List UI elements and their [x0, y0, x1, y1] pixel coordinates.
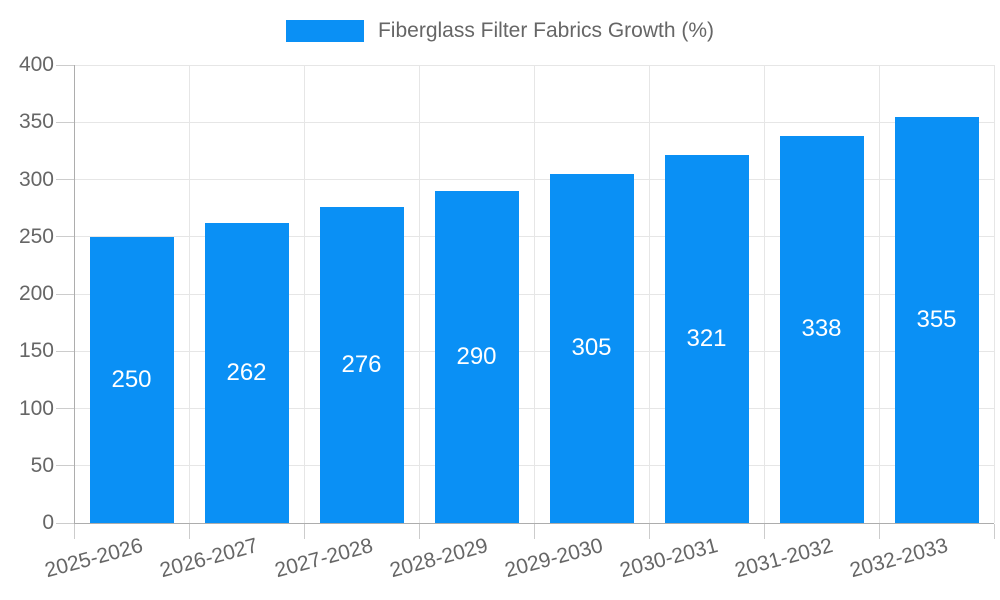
y-axis-tick-label: 300 [18, 167, 54, 191]
bar-value-label: 262 [226, 358, 267, 386]
gridline-vertical [188, 65, 190, 523]
y-axis-tick-label: 200 [18, 282, 54, 305]
y-axis-tick-mark [56, 64, 74, 66]
gridline-vertical [993, 65, 995, 523]
x-axis-tick-label: 2030-2031 [617, 534, 721, 583]
bar-value-label: 338 [801, 315, 842, 343]
x-axis-tick-label: 2026-2027 [157, 534, 261, 583]
x-axis-tick-mark [418, 524, 420, 539]
bar-value-label: 290 [456, 342, 497, 370]
y-axis-tick-mark [56, 465, 74, 467]
x-axis-tick-label: 2029-2030 [502, 534, 606, 583]
bar-2031-2032[interactable]: 338 [779, 135, 864, 523]
x-axis-line [74, 523, 994, 524]
y-axis-line [73, 65, 75, 524]
gridline-vertical [303, 65, 305, 523]
x-axis-tick-mark [73, 524, 75, 539]
x-axis-tick-label: 2032-2033 [847, 534, 951, 583]
bar-value-label: 276 [341, 350, 382, 378]
gridline-vertical [648, 65, 650, 523]
y-axis-tick-mark [56, 179, 74, 180]
legend[interactable]: Fiberglass Filter Fabrics Growth (%) [0, 16, 1000, 46]
y-axis-tick-label: 400 [18, 53, 54, 76]
gridline-vertical [763, 65, 765, 523]
x-axis-tick-mark [303, 524, 305, 539]
y-axis-tick-label: 0 [42, 511, 54, 534]
y-axis-tick-mark [56, 236, 74, 238]
gridline-vertical [418, 65, 420, 523]
gridline-vertical [533, 65, 535, 523]
x-axis-tick-label: 2028-2029 [387, 534, 491, 583]
y-axis-tick-mark [56, 350, 74, 352]
bar-value-label: 321 [686, 325, 727, 353]
y-axis-tick-label: 100 [18, 396, 54, 420]
bar-value-label: 250 [111, 365, 152, 393]
x-axis-tick-mark [648, 524, 650, 539]
x-axis-tick-mark [993, 524, 995, 539]
x-axis-tick-label: 2025-2026 [42, 534, 146, 583]
x-axis-tick-mark [878, 524, 880, 539]
bar-2029-2030[interactable]: 305 [549, 173, 634, 523]
y-axis-tick-mark [56, 293, 74, 295]
y-axis-tick-mark [56, 121, 74, 123]
y-axis-tick-label: 150 [18, 339, 54, 363]
bar-value-label: 305 [571, 334, 612, 362]
bar-2026-2027[interactable]: 262 [204, 223, 289, 523]
bar-2028-2029[interactable]: 290 [434, 190, 519, 523]
y-axis-tick-label: 350 [18, 110, 54, 134]
x-axis-tick-label: 2027-2028 [272, 534, 376, 583]
x-axis-tick-mark [533, 524, 535, 539]
y-axis-tick-label: 250 [18, 224, 54, 248]
x-axis-tick-mark [188, 524, 190, 539]
bar-2030-2031[interactable]: 321 [664, 155, 749, 523]
gridline-vertical [878, 65, 880, 523]
x-axis-tick-mark [763, 524, 765, 539]
x-axis-tick-label: 2031-2032 [732, 534, 836, 583]
bar-2027-2028[interactable]: 276 [319, 206, 404, 523]
bar-2025-2026[interactable]: 250 [89, 236, 174, 523]
bar-2032-2033[interactable]: 355 [894, 116, 979, 523]
y-axis-tick-mark [56, 408, 74, 409]
legend-swatch-icon [285, 20, 364, 42]
bar-value-label: 355 [916, 305, 957, 333]
legend-label: Fiberglass Filter Fabrics Growth (%) [377, 19, 715, 42]
y-axis-tick-label: 50 [30, 453, 54, 477]
y-axis-tick-mark [56, 522, 74, 524]
